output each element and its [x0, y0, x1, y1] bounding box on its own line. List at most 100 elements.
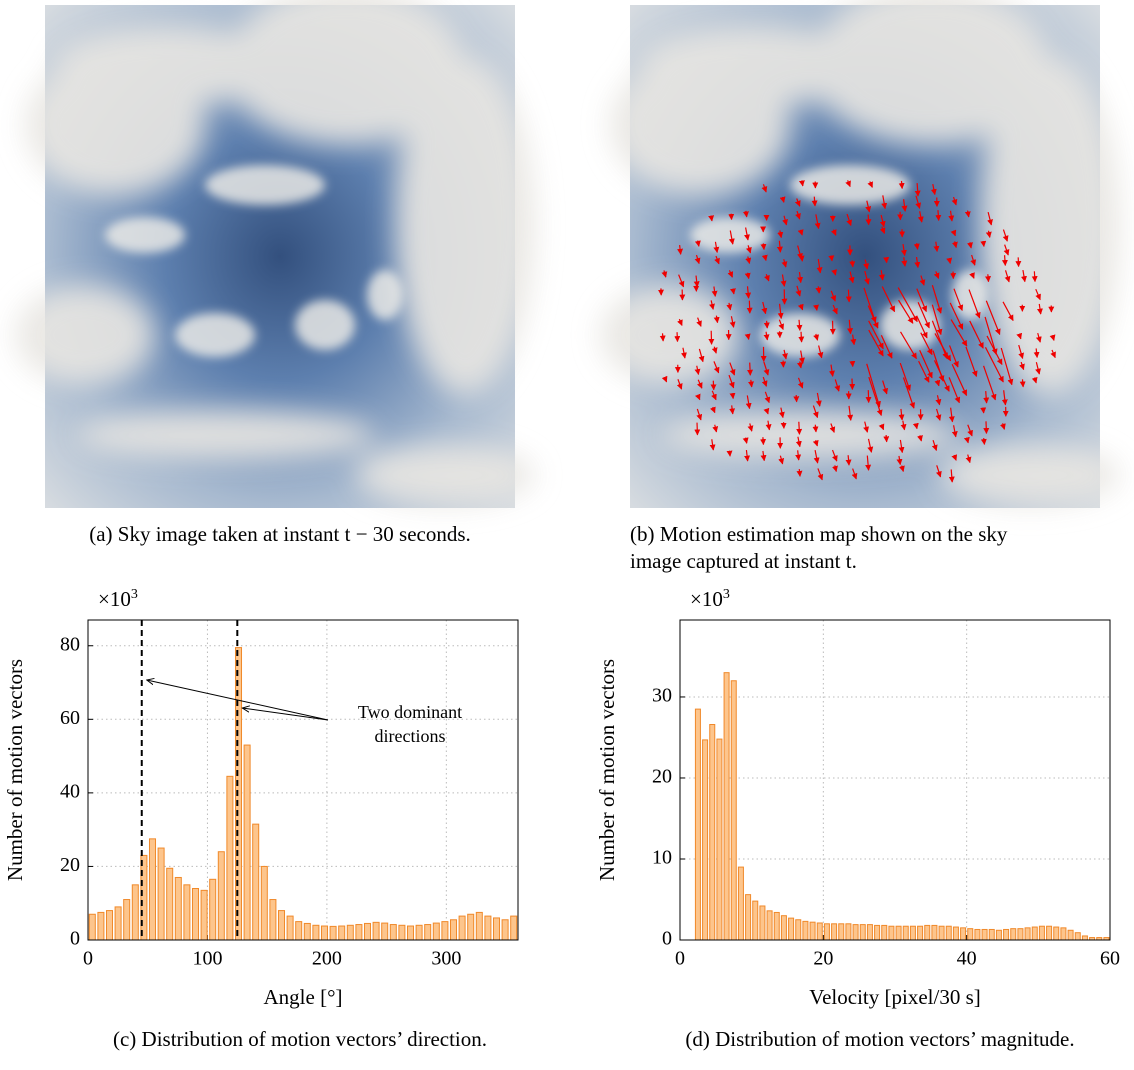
bar: [432, 922, 440, 941]
motion-arrow: [729, 405, 736, 415]
bar: [881, 924, 888, 941]
motion-arrow: [747, 362, 754, 376]
motion-arrow: [899, 331, 917, 360]
bar: [200, 889, 208, 941]
motion-arrow: [931, 440, 938, 451]
motion-arrow: [917, 301, 930, 329]
motion-arrow: [1002, 229, 1009, 242]
bar: [1017, 928, 1024, 941]
motion-arrow: [847, 319, 854, 335]
bar: [888, 925, 895, 941]
bar: [1010, 928, 1017, 941]
motion-arrow: [729, 392, 736, 400]
bar: [441, 921, 449, 941]
motion-arrow: [985, 274, 992, 283]
caption: image captured at instant t.: [630, 549, 857, 573]
bar: [148, 838, 157, 941]
bar: [874, 924, 881, 941]
motion-arrow: [1004, 270, 1011, 283]
bar: [752, 900, 759, 941]
motion-arrow: [799, 350, 805, 364]
motion-arrow: [795, 436, 802, 448]
motion-arrow: [879, 226, 886, 234]
motion-arrow: [745, 286, 752, 299]
motion-arrow: [849, 260, 856, 268]
motion-arrow: [677, 318, 683, 326]
motion-arrow: [933, 241, 940, 253]
motion-arrow: [898, 408, 905, 421]
bar: [303, 922, 311, 941]
motion-arrow: [900, 420, 907, 431]
motion-arrow: [987, 211, 993, 226]
motion-arrow: [711, 390, 717, 401]
motion-arrow: [901, 257, 908, 267]
motion-arrow: [708, 215, 715, 222]
motion-arrow: [693, 275, 700, 288]
motion-arrow: [748, 379, 754, 388]
bar: [938, 925, 945, 941]
motion-arrow: [867, 438, 874, 453]
bar: [191, 888, 200, 941]
bar: [501, 919, 509, 941]
motion-arrow: [919, 349, 933, 379]
motion-arrow: [912, 422, 919, 430]
motion-arrow: [763, 407, 770, 415]
bar: [277, 910, 286, 941]
motion-arrow: [763, 320, 770, 329]
motion-arrow: [796, 421, 803, 435]
multiplier-exponent: 3: [723, 587, 730, 602]
multiplier-exponent: 3: [131, 587, 138, 602]
motion-arrow: [678, 274, 685, 288]
motion-arrow: [967, 424, 973, 437]
motion-arrow: [729, 362, 736, 376]
motion-arrow: [914, 183, 921, 197]
motion-arrow: [900, 244, 907, 257]
motion-arrow: [865, 200, 872, 213]
motion-arrow: [965, 454, 972, 464]
motion-arrow: [1033, 348, 1040, 359]
motion-arrow: [968, 289, 981, 319]
motion-arrow: [761, 184, 768, 193]
bar: [759, 905, 766, 941]
motion-arrow: [811, 196, 818, 207]
motion-arrow: [948, 377, 961, 404]
motion-arrow: [709, 300, 715, 310]
motion-arrow: [880, 335, 893, 359]
y-multiplier: ×103: [98, 587, 138, 611]
bar: [766, 910, 773, 941]
motion-arrow: [846, 213, 853, 227]
motion-arrow: [812, 439, 819, 447]
motion-arrow: [950, 319, 968, 347]
motion-arrow: [999, 423, 1006, 430]
bar: [209, 878, 217, 941]
bar: [475, 911, 483, 941]
motion-arrow: [980, 240, 987, 248]
bar: [1003, 928, 1010, 941]
motion-arrow: [866, 363, 881, 408]
motion-arrow: [747, 423, 754, 432]
bar: [424, 924, 432, 941]
bar: [1074, 932, 1081, 941]
motion-arrow: [797, 377, 804, 389]
bar: [243, 744, 251, 941]
motion-arrow: [781, 259, 788, 268]
x-axis-title: Velocity [pixel/30 s]: [809, 985, 980, 1009]
motion-arrow: [949, 302, 964, 330]
motion-arrow: [813, 304, 819, 311]
motion-arrow: [760, 450, 767, 462]
bar: [967, 928, 974, 941]
motion-arrow: [930, 184, 937, 196]
bar: [1081, 935, 1088, 941]
motion-arrow: [899, 362, 911, 392]
motion-arrow: [816, 258, 823, 274]
bar: [737, 866, 744, 941]
bar: [123, 899, 131, 941]
motion-arrow: [796, 319, 803, 331]
annotation: Two dominant: [358, 702, 462, 722]
bar: [329, 925, 337, 941]
motion-arrow: [1003, 244, 1010, 256]
bar: [1024, 927, 1031, 941]
x-tick-label: 0: [675, 948, 685, 970]
